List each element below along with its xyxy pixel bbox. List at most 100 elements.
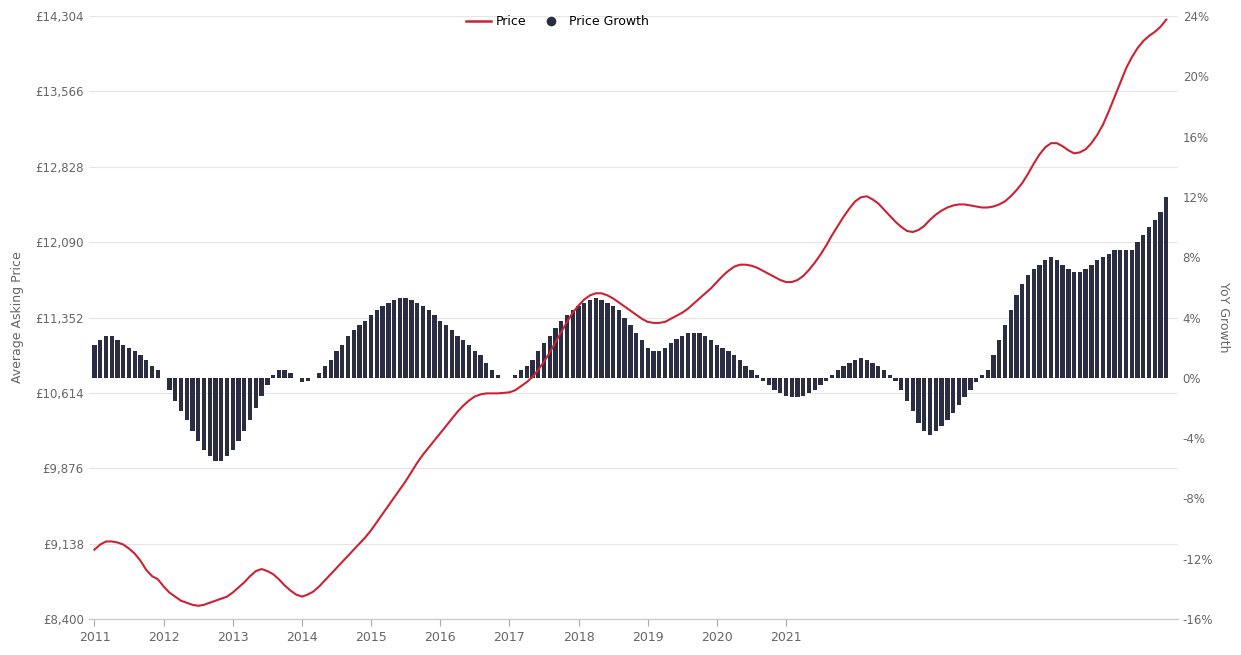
Bar bbox=[802, 378, 805, 396]
Bar bbox=[686, 333, 690, 378]
Bar bbox=[1112, 250, 1117, 378]
Bar bbox=[652, 351, 655, 378]
Bar bbox=[691, 333, 696, 378]
Bar bbox=[242, 378, 247, 430]
Bar bbox=[1055, 260, 1059, 378]
Bar bbox=[513, 375, 517, 378]
Bar bbox=[127, 348, 132, 378]
Bar bbox=[334, 351, 339, 378]
Bar bbox=[397, 298, 402, 378]
Bar bbox=[778, 378, 782, 393]
Bar bbox=[963, 378, 967, 398]
Bar bbox=[795, 378, 799, 398]
Bar bbox=[656, 351, 661, 378]
Y-axis label: YoY Growth: YoY Growth bbox=[1217, 282, 1230, 353]
Bar bbox=[346, 335, 350, 378]
Bar bbox=[848, 363, 851, 378]
Bar bbox=[213, 378, 217, 461]
Bar bbox=[316, 373, 321, 378]
Bar bbox=[351, 329, 356, 378]
Bar bbox=[767, 378, 771, 385]
Bar bbox=[444, 325, 448, 378]
Bar bbox=[220, 378, 223, 461]
Bar bbox=[1118, 250, 1122, 378]
Bar bbox=[606, 303, 609, 378]
Bar bbox=[870, 363, 875, 378]
Bar bbox=[1026, 275, 1030, 378]
Bar bbox=[392, 299, 396, 378]
Bar bbox=[375, 310, 379, 378]
Bar bbox=[1095, 260, 1100, 378]
Bar bbox=[133, 351, 137, 378]
Legend: Price, Price Growth: Price, Price Growth bbox=[460, 10, 654, 33]
Bar bbox=[253, 378, 258, 408]
Bar bbox=[386, 303, 391, 378]
Bar bbox=[835, 370, 840, 378]
Bar bbox=[807, 378, 812, 393]
Bar bbox=[104, 335, 108, 378]
Bar bbox=[1061, 265, 1065, 378]
Bar bbox=[236, 378, 241, 441]
Bar bbox=[560, 320, 563, 378]
Bar bbox=[911, 378, 915, 411]
Bar bbox=[340, 345, 345, 378]
Bar bbox=[92, 345, 97, 378]
Bar bbox=[1014, 295, 1019, 378]
Bar bbox=[479, 355, 483, 378]
Bar bbox=[732, 355, 736, 378]
Bar bbox=[168, 378, 171, 390]
Bar bbox=[542, 343, 546, 378]
Bar bbox=[1101, 257, 1104, 378]
Bar bbox=[438, 320, 442, 378]
Bar bbox=[704, 335, 707, 378]
Bar bbox=[721, 348, 725, 378]
Bar bbox=[155, 370, 160, 378]
Bar bbox=[957, 378, 961, 405]
Bar bbox=[495, 375, 500, 378]
Bar bbox=[634, 333, 638, 378]
Bar bbox=[172, 378, 177, 400]
Bar bbox=[882, 370, 886, 378]
Bar bbox=[1049, 257, 1054, 378]
Bar bbox=[207, 378, 212, 457]
Bar bbox=[150, 366, 154, 378]
Bar bbox=[473, 351, 477, 378]
Bar bbox=[122, 345, 125, 378]
Bar bbox=[1003, 325, 1008, 378]
Bar bbox=[997, 340, 1001, 378]
Bar bbox=[536, 351, 540, 378]
Bar bbox=[979, 375, 984, 378]
Bar bbox=[876, 366, 880, 378]
Bar bbox=[974, 378, 978, 383]
Bar bbox=[1037, 265, 1041, 378]
Bar bbox=[432, 314, 437, 378]
Bar bbox=[853, 360, 858, 378]
Bar bbox=[887, 375, 892, 378]
Bar bbox=[789, 378, 794, 398]
Bar bbox=[196, 378, 200, 441]
Bar bbox=[98, 340, 103, 378]
Bar bbox=[455, 335, 459, 378]
Bar bbox=[841, 366, 846, 378]
Bar bbox=[898, 378, 903, 390]
Bar bbox=[709, 340, 714, 378]
Bar bbox=[323, 366, 328, 378]
Bar bbox=[410, 299, 413, 378]
Bar bbox=[305, 378, 310, 381]
Bar bbox=[1077, 272, 1082, 378]
Bar bbox=[928, 378, 932, 435]
Bar bbox=[628, 325, 633, 378]
Bar bbox=[784, 378, 788, 396]
Bar bbox=[697, 333, 701, 378]
Bar bbox=[951, 378, 956, 413]
Bar bbox=[968, 378, 973, 390]
Bar bbox=[381, 305, 385, 378]
Bar bbox=[1147, 227, 1152, 378]
Bar bbox=[277, 370, 280, 378]
Bar bbox=[1107, 254, 1111, 378]
Bar bbox=[611, 305, 616, 378]
Bar bbox=[1044, 260, 1047, 378]
Bar bbox=[484, 363, 489, 378]
Bar bbox=[946, 378, 949, 420]
Bar bbox=[588, 299, 592, 378]
